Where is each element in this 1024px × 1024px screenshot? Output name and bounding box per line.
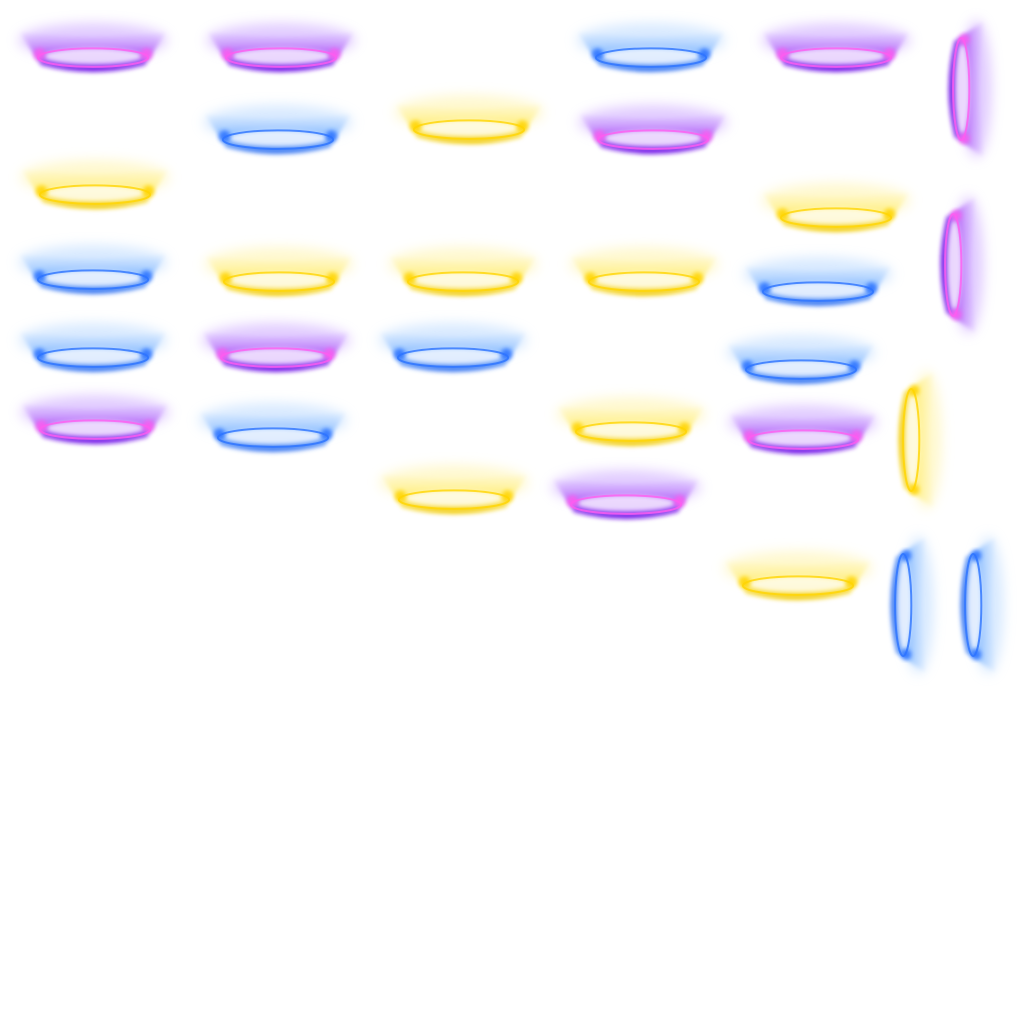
portal-sprite-yellow <box>14 155 176 221</box>
portal-glow-graphic <box>379 465 529 515</box>
portal-sprite-blue <box>12 318 174 384</box>
portal-sprite-yellow <box>373 460 535 526</box>
portal-sprite-violet <box>195 318 357 384</box>
portal-sprite-violet <box>14 390 176 456</box>
portal-glow-graphic <box>394 95 544 145</box>
portal-glow-graphic <box>723 551 873 601</box>
portal-glow-graphic <box>18 323 168 373</box>
portal-sprite-blue-vertical <box>880 530 938 680</box>
portal-glow-graphic <box>378 323 528 373</box>
portal-sprite-blue <box>720 330 882 396</box>
portal-glow-graphic <box>201 323 351 373</box>
portal-glow-graphic <box>890 536 934 674</box>
portal-glow-graphic <box>388 247 538 297</box>
portal-sprite-blue <box>737 252 899 318</box>
portal-glow-graphic <box>576 23 726 73</box>
portal-sprite-violet <box>200 18 362 84</box>
portal-sprite-violet <box>572 100 734 166</box>
portal-sprite-yellow <box>198 242 360 308</box>
portal-sprite-yellow <box>382 242 544 308</box>
portal-glow-graphic <box>569 247 719 297</box>
portal-sprite-blue <box>12 240 174 306</box>
portal-sprite-violet <box>755 18 917 84</box>
portal-sprite-violet <box>545 465 707 531</box>
portal-sprite-yellow <box>563 242 725 308</box>
portal-glow-graphic <box>728 405 878 455</box>
portal-glow-graphic <box>20 395 170 445</box>
portal-glow-graphic <box>204 247 354 297</box>
portal-glow-graphic <box>18 23 168 73</box>
portal-sprite-yellow <box>550 392 712 458</box>
portal-sprite-blue <box>570 18 732 84</box>
portal-sprite-blue <box>197 100 359 166</box>
portal-glow-graphic <box>578 105 728 155</box>
portal-sprite-yellow <box>388 90 550 156</box>
portal-sprite-yellow-vertical <box>888 365 946 515</box>
portal-glow-graphic <box>726 335 876 385</box>
portal-sprite-yellow <box>755 178 917 244</box>
portal-glow-graphic <box>761 23 911 73</box>
portal-glow-graphic <box>551 470 701 520</box>
portal-sprite-blue <box>372 318 534 384</box>
portal-glow-graphic <box>948 20 992 158</box>
portal-glow-graphic <box>18 245 168 295</box>
portal-sprite-blue-vertical <box>950 530 1008 680</box>
portal-glow-graphic <box>20 160 170 210</box>
portal-glow-graphic <box>761 183 911 233</box>
portal-glow-graphic <box>206 23 356 73</box>
portal-glow-graphic <box>198 403 348 453</box>
portal-sprite-yellow <box>717 546 879 612</box>
portal-sprite-violet <box>722 400 884 466</box>
portal-glow-graphic <box>203 105 353 155</box>
portal-glow-graphic <box>743 257 893 307</box>
portal-glow-graphic <box>940 196 984 334</box>
portal-glow-graphic <box>960 536 1004 674</box>
portal-sprite-blue <box>192 398 354 464</box>
portal-glow-graphic <box>898 371 942 509</box>
portal-sprite-violet-vertical <box>938 14 996 164</box>
portal-sprite-violet-vertical <box>930 190 988 340</box>
portal-sprite-violet <box>12 18 174 84</box>
portal-glow-graphic <box>556 397 706 447</box>
